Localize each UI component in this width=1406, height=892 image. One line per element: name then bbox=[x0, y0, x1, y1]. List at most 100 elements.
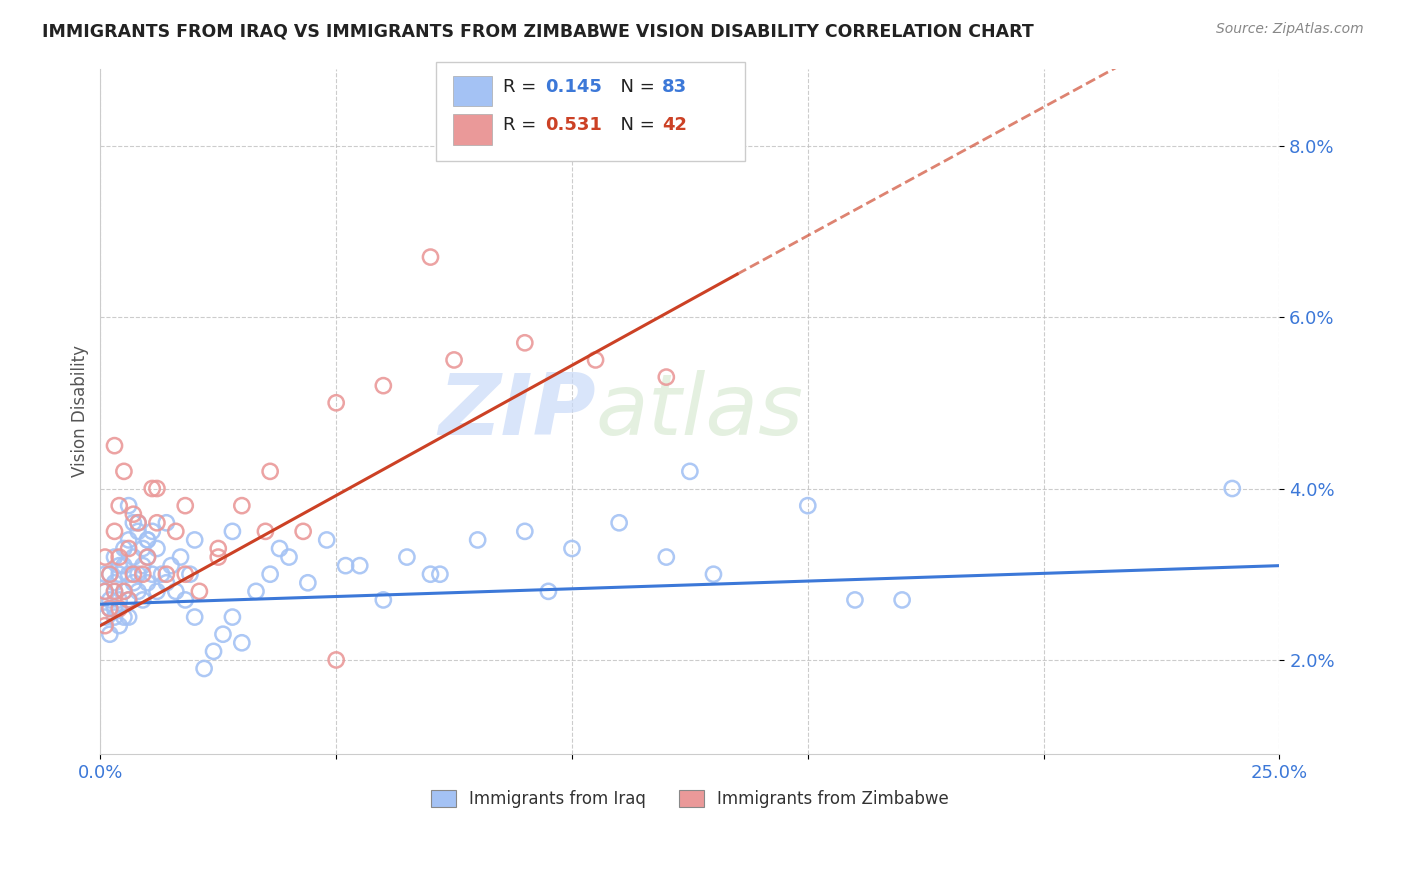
Point bbox=[419, 250, 441, 264]
Point bbox=[679, 464, 702, 478]
Point bbox=[94, 610, 117, 624]
Point bbox=[141, 482, 163, 496]
Point bbox=[122, 567, 145, 582]
Point bbox=[165, 584, 187, 599]
Point bbox=[117, 567, 139, 582]
Point bbox=[122, 575, 145, 590]
Point bbox=[315, 533, 337, 547]
Point bbox=[797, 499, 820, 513]
Point bbox=[127, 584, 149, 599]
Text: Source: ZipAtlas.com: Source: ZipAtlas.com bbox=[1216, 22, 1364, 37]
Point bbox=[655, 370, 678, 384]
Point bbox=[537, 584, 560, 599]
Point bbox=[98, 627, 121, 641]
Point bbox=[207, 550, 229, 565]
Point bbox=[141, 567, 163, 582]
Point bbox=[513, 335, 536, 350]
Point bbox=[108, 499, 131, 513]
Point bbox=[165, 524, 187, 539]
Point bbox=[269, 541, 291, 556]
Text: 83: 83 bbox=[662, 78, 688, 95]
Point bbox=[98, 567, 121, 582]
Point bbox=[193, 661, 215, 675]
Point bbox=[112, 464, 135, 478]
Point bbox=[349, 558, 371, 573]
Point bbox=[141, 524, 163, 539]
Point bbox=[179, 567, 201, 582]
Point bbox=[373, 378, 395, 392]
Point bbox=[259, 464, 281, 478]
Point bbox=[136, 575, 159, 590]
Point bbox=[127, 567, 149, 582]
Point bbox=[108, 558, 131, 573]
Point bbox=[155, 575, 177, 590]
Point bbox=[278, 550, 301, 565]
Point bbox=[1220, 482, 1243, 496]
Point bbox=[561, 541, 583, 556]
Point bbox=[254, 524, 277, 539]
Point bbox=[108, 601, 131, 615]
Point bbox=[98, 567, 121, 582]
Point bbox=[112, 558, 135, 573]
Point bbox=[122, 550, 145, 565]
Point bbox=[335, 558, 357, 573]
Point bbox=[292, 524, 315, 539]
Point bbox=[122, 507, 145, 521]
Point bbox=[212, 627, 235, 641]
Point bbox=[108, 618, 131, 632]
Point bbox=[174, 567, 197, 582]
Point bbox=[132, 593, 155, 607]
Point bbox=[108, 550, 131, 565]
Text: 42: 42 bbox=[662, 116, 688, 134]
Point bbox=[155, 567, 177, 582]
Text: N =: N = bbox=[609, 116, 661, 134]
Text: R =: R = bbox=[503, 78, 543, 95]
Point bbox=[112, 610, 135, 624]
Point bbox=[146, 584, 169, 599]
Point bbox=[136, 550, 159, 565]
Point bbox=[103, 575, 125, 590]
Point bbox=[136, 550, 159, 565]
Point bbox=[607, 516, 630, 530]
Point bbox=[136, 533, 159, 547]
Point bbox=[150, 567, 173, 582]
Text: 0.531: 0.531 bbox=[546, 116, 602, 134]
Point bbox=[443, 353, 465, 368]
Point bbox=[127, 516, 149, 530]
Text: atlas: atlas bbox=[596, 370, 804, 453]
Point bbox=[146, 541, 169, 556]
Point bbox=[231, 499, 253, 513]
Text: IMMIGRANTS FROM IRAQ VS IMMIGRANTS FROM ZIMBABWE VISION DISABILITY CORRELATION C: IMMIGRANTS FROM IRAQ VS IMMIGRANTS FROM … bbox=[42, 22, 1033, 40]
Text: ZIP: ZIP bbox=[437, 370, 596, 453]
Point bbox=[117, 593, 139, 607]
Point bbox=[146, 482, 169, 496]
Point bbox=[655, 550, 678, 565]
Point bbox=[221, 524, 243, 539]
Point bbox=[103, 610, 125, 624]
Point bbox=[231, 636, 253, 650]
Point bbox=[174, 593, 197, 607]
Point bbox=[132, 541, 155, 556]
Point bbox=[122, 516, 145, 530]
Point bbox=[117, 499, 139, 513]
Point bbox=[132, 567, 155, 582]
Point bbox=[103, 550, 125, 565]
Point bbox=[183, 533, 205, 547]
Point bbox=[117, 533, 139, 547]
Point bbox=[702, 567, 724, 582]
Point bbox=[188, 584, 211, 599]
Point bbox=[221, 610, 243, 624]
Text: 0.145: 0.145 bbox=[546, 78, 602, 95]
Point bbox=[103, 584, 125, 599]
Point bbox=[467, 533, 489, 547]
Point bbox=[98, 593, 121, 607]
Point bbox=[513, 524, 536, 539]
Point bbox=[325, 396, 347, 410]
Point bbox=[891, 593, 914, 607]
Point bbox=[844, 593, 866, 607]
Point bbox=[98, 601, 121, 615]
Point bbox=[94, 618, 117, 632]
Point bbox=[373, 593, 395, 607]
Point bbox=[112, 584, 135, 599]
Point bbox=[245, 584, 267, 599]
